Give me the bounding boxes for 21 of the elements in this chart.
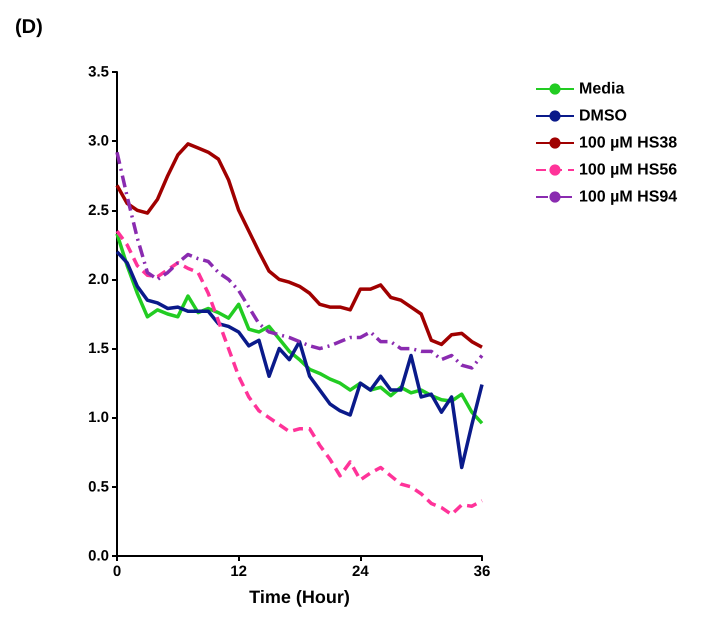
legend-label: Media — [579, 80, 624, 98]
x-tick-label: 24 — [352, 563, 370, 580]
y-tick-label: 3.5 — [88, 64, 109, 80]
x-tick-label: 0 — [112, 563, 122, 580]
legend-label: 100 µM HS56 — [579, 162, 678, 178]
y-tick-label: 3.0 — [88, 132, 109, 150]
y-tick-label: 0.0 — [88, 548, 109, 564]
legend-label: 100 µM HS94 — [579, 188, 678, 206]
x-tick-label: 36 — [474, 563, 490, 580]
y-tick-label: 2.0 — [88, 270, 109, 288]
y-tick-label: 2.5 — [88, 202, 109, 219]
y-tick-label: 1.0 — [88, 409, 109, 426]
legend-label: DMSO — [579, 108, 627, 124]
x-tick-label: 12 — [230, 563, 248, 580]
legend-label: 100 µM HS38 — [579, 134, 678, 152]
line-series — [115, 229, 484, 516]
y-tick-label: 1.5 — [88, 340, 109, 358]
x-axis-title: Time (Hour) — [249, 587, 350, 607]
y-tick-label: 0.5 — [88, 478, 109, 496]
line-series — [115, 250, 484, 470]
chart-title: (D) — [15, 16, 43, 38]
